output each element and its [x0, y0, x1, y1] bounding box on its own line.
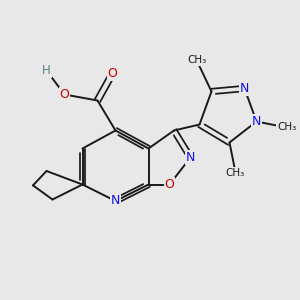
Text: O: O: [108, 67, 117, 80]
Text: N: N: [111, 194, 120, 208]
Text: CH₃: CH₃: [187, 55, 206, 65]
Text: O: O: [60, 88, 69, 101]
Text: CH₃: CH₃: [226, 167, 245, 178]
Text: H: H: [42, 64, 51, 77]
Text: O: O: [165, 178, 174, 191]
Text: N: N: [252, 115, 261, 128]
Text: CH₃: CH₃: [277, 122, 296, 133]
Text: N: N: [240, 82, 249, 95]
Text: N: N: [186, 151, 195, 164]
